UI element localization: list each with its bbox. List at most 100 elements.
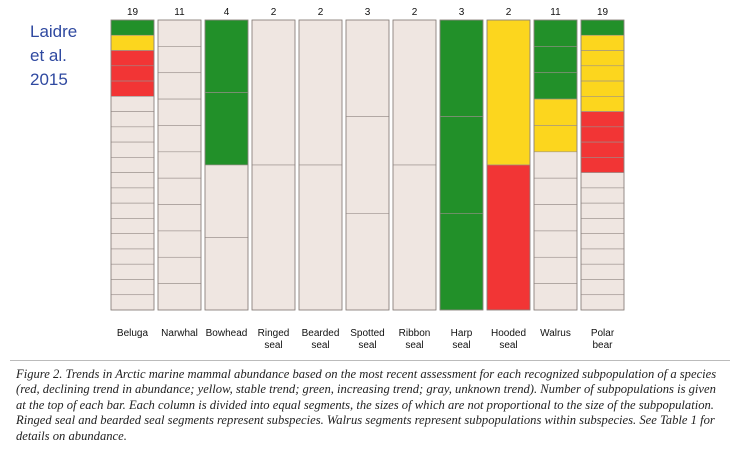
trend-segment-unknown <box>157 125 202 153</box>
subpopulation-count-label: 2 <box>271 7 277 18</box>
trend-segment-declining <box>110 65 155 82</box>
trend-segment-increasing <box>439 213 484 311</box>
column-outline <box>392 19 437 311</box>
trend-segment-unknown <box>580 202 625 219</box>
trend-segment-unknown <box>580 263 625 280</box>
trend-segment-unknown <box>157 19 202 47</box>
trend-segment-unknown <box>345 213 390 311</box>
species-label: Ribbon <box>399 328 431 339</box>
trend-segment-unknown <box>580 294 625 311</box>
species-label: Bowhead <box>206 328 248 339</box>
author-note-line: Laidre <box>30 22 78 41</box>
subpopulation-count-label: 2 <box>412 7 418 18</box>
trend-segment-unknown <box>533 256 578 284</box>
trend-segment-stable <box>580 34 625 51</box>
trend-segment-increasing <box>533 72 578 100</box>
species-label: seal <box>499 340 517 351</box>
trend-segment-unknown <box>110 157 155 173</box>
trend-segment-unknown <box>110 263 155 280</box>
species-column: 4 Bowhead <box>204 7 249 339</box>
trend-segment-unknown <box>533 283 578 311</box>
trend-segment-unknown <box>110 248 155 265</box>
trend-segment-increasing <box>204 19 249 93</box>
trend-segment-increasing <box>439 116 484 214</box>
species-label: Beluga <box>117 328 149 339</box>
trend-segment-unknown <box>110 172 155 189</box>
species-label: Hooded <box>491 328 526 339</box>
trend-segment-unknown <box>533 151 578 179</box>
trend-segment-unknown <box>533 204 578 232</box>
trend-segment-unknown <box>298 19 343 166</box>
species-label: Narwhal <box>161 328 198 339</box>
trend-segment-unknown <box>580 218 625 234</box>
column-outline <box>110 19 155 311</box>
trend-segment-unknown <box>157 256 202 284</box>
column-outline <box>345 19 390 311</box>
trend-segment-unknown <box>110 187 155 204</box>
trend-segment-unknown <box>110 96 155 112</box>
subpopulation-count-label: 19 <box>597 7 609 18</box>
column-outline <box>251 19 296 311</box>
trend-segment-increasing <box>580 19 625 36</box>
trend-segment-unknown <box>580 248 625 265</box>
column-outline <box>157 19 202 311</box>
trend-segment-stable <box>533 98 578 126</box>
author-note: Laidre et al. 2015 <box>30 20 100 92</box>
trend-segment-unknown <box>110 126 155 143</box>
trend-segment-unknown <box>392 164 437 311</box>
trend-segment-unknown <box>580 279 625 296</box>
trend-segment-unknown <box>580 187 625 204</box>
trend-segment-declining <box>486 164 531 311</box>
species-label: seal <box>405 340 423 351</box>
subpopulation-count-label: 2 <box>318 7 324 18</box>
column-outline <box>204 19 249 311</box>
trend-segment-unknown <box>110 233 155 250</box>
subpopulation-count-label: 19 <box>127 7 139 18</box>
column-outline <box>298 19 343 311</box>
species-label: bear <box>592 340 613 351</box>
caption-divider <box>10 360 730 361</box>
trend-segment-unknown <box>110 202 155 219</box>
species-label: seal <box>264 340 282 351</box>
trend-segment-unknown <box>345 19 390 117</box>
trend-segment-unknown <box>533 177 578 205</box>
species-label: Bearded <box>302 328 340 339</box>
trend-segment-increasing <box>533 19 578 47</box>
species-label: Ringed <box>258 328 290 339</box>
species-column: 19 Beluga <box>110 7 155 339</box>
trend-segment-declining <box>110 80 155 97</box>
trend-segment-increasing <box>533 46 578 74</box>
trend-segment-unknown <box>580 233 625 250</box>
trend-segment-unknown <box>157 230 202 258</box>
trend-segment-increasing <box>110 19 155 36</box>
trend-segment-unknown <box>345 116 390 214</box>
trend-segment-stable <box>110 34 155 51</box>
trend-segment-declining <box>580 141 625 158</box>
species-label: seal <box>311 340 329 351</box>
column-outline <box>533 19 578 311</box>
trend-segment-unknown <box>157 151 202 179</box>
author-note-line: 2015 <box>30 70 68 89</box>
species-label: seal <box>358 340 376 351</box>
trend-segment-unknown <box>157 204 202 232</box>
abundance-trend-chart: 19Beluga11Narwhal4Bowhead2Ringedseal2Bea… <box>110 7 625 351</box>
trend-segment-increasing <box>439 19 484 117</box>
column-outline <box>486 19 531 311</box>
species-label: Harp <box>451 328 473 339</box>
trend-segment-unknown <box>251 19 296 166</box>
trend-segment-unknown <box>204 237 249 311</box>
trend-segment-unknown <box>110 279 155 296</box>
column-outline <box>439 19 484 311</box>
trend-segment-unknown <box>157 98 202 126</box>
trend-segment-stable <box>580 65 625 82</box>
trend-segment-unknown <box>251 164 296 311</box>
species-label: Polar <box>591 328 615 339</box>
trend-segment-declining <box>580 157 625 173</box>
subpopulation-count-label: 11 <box>174 7 185 18</box>
species-column: 11 Narwhal <box>157 7 202 339</box>
